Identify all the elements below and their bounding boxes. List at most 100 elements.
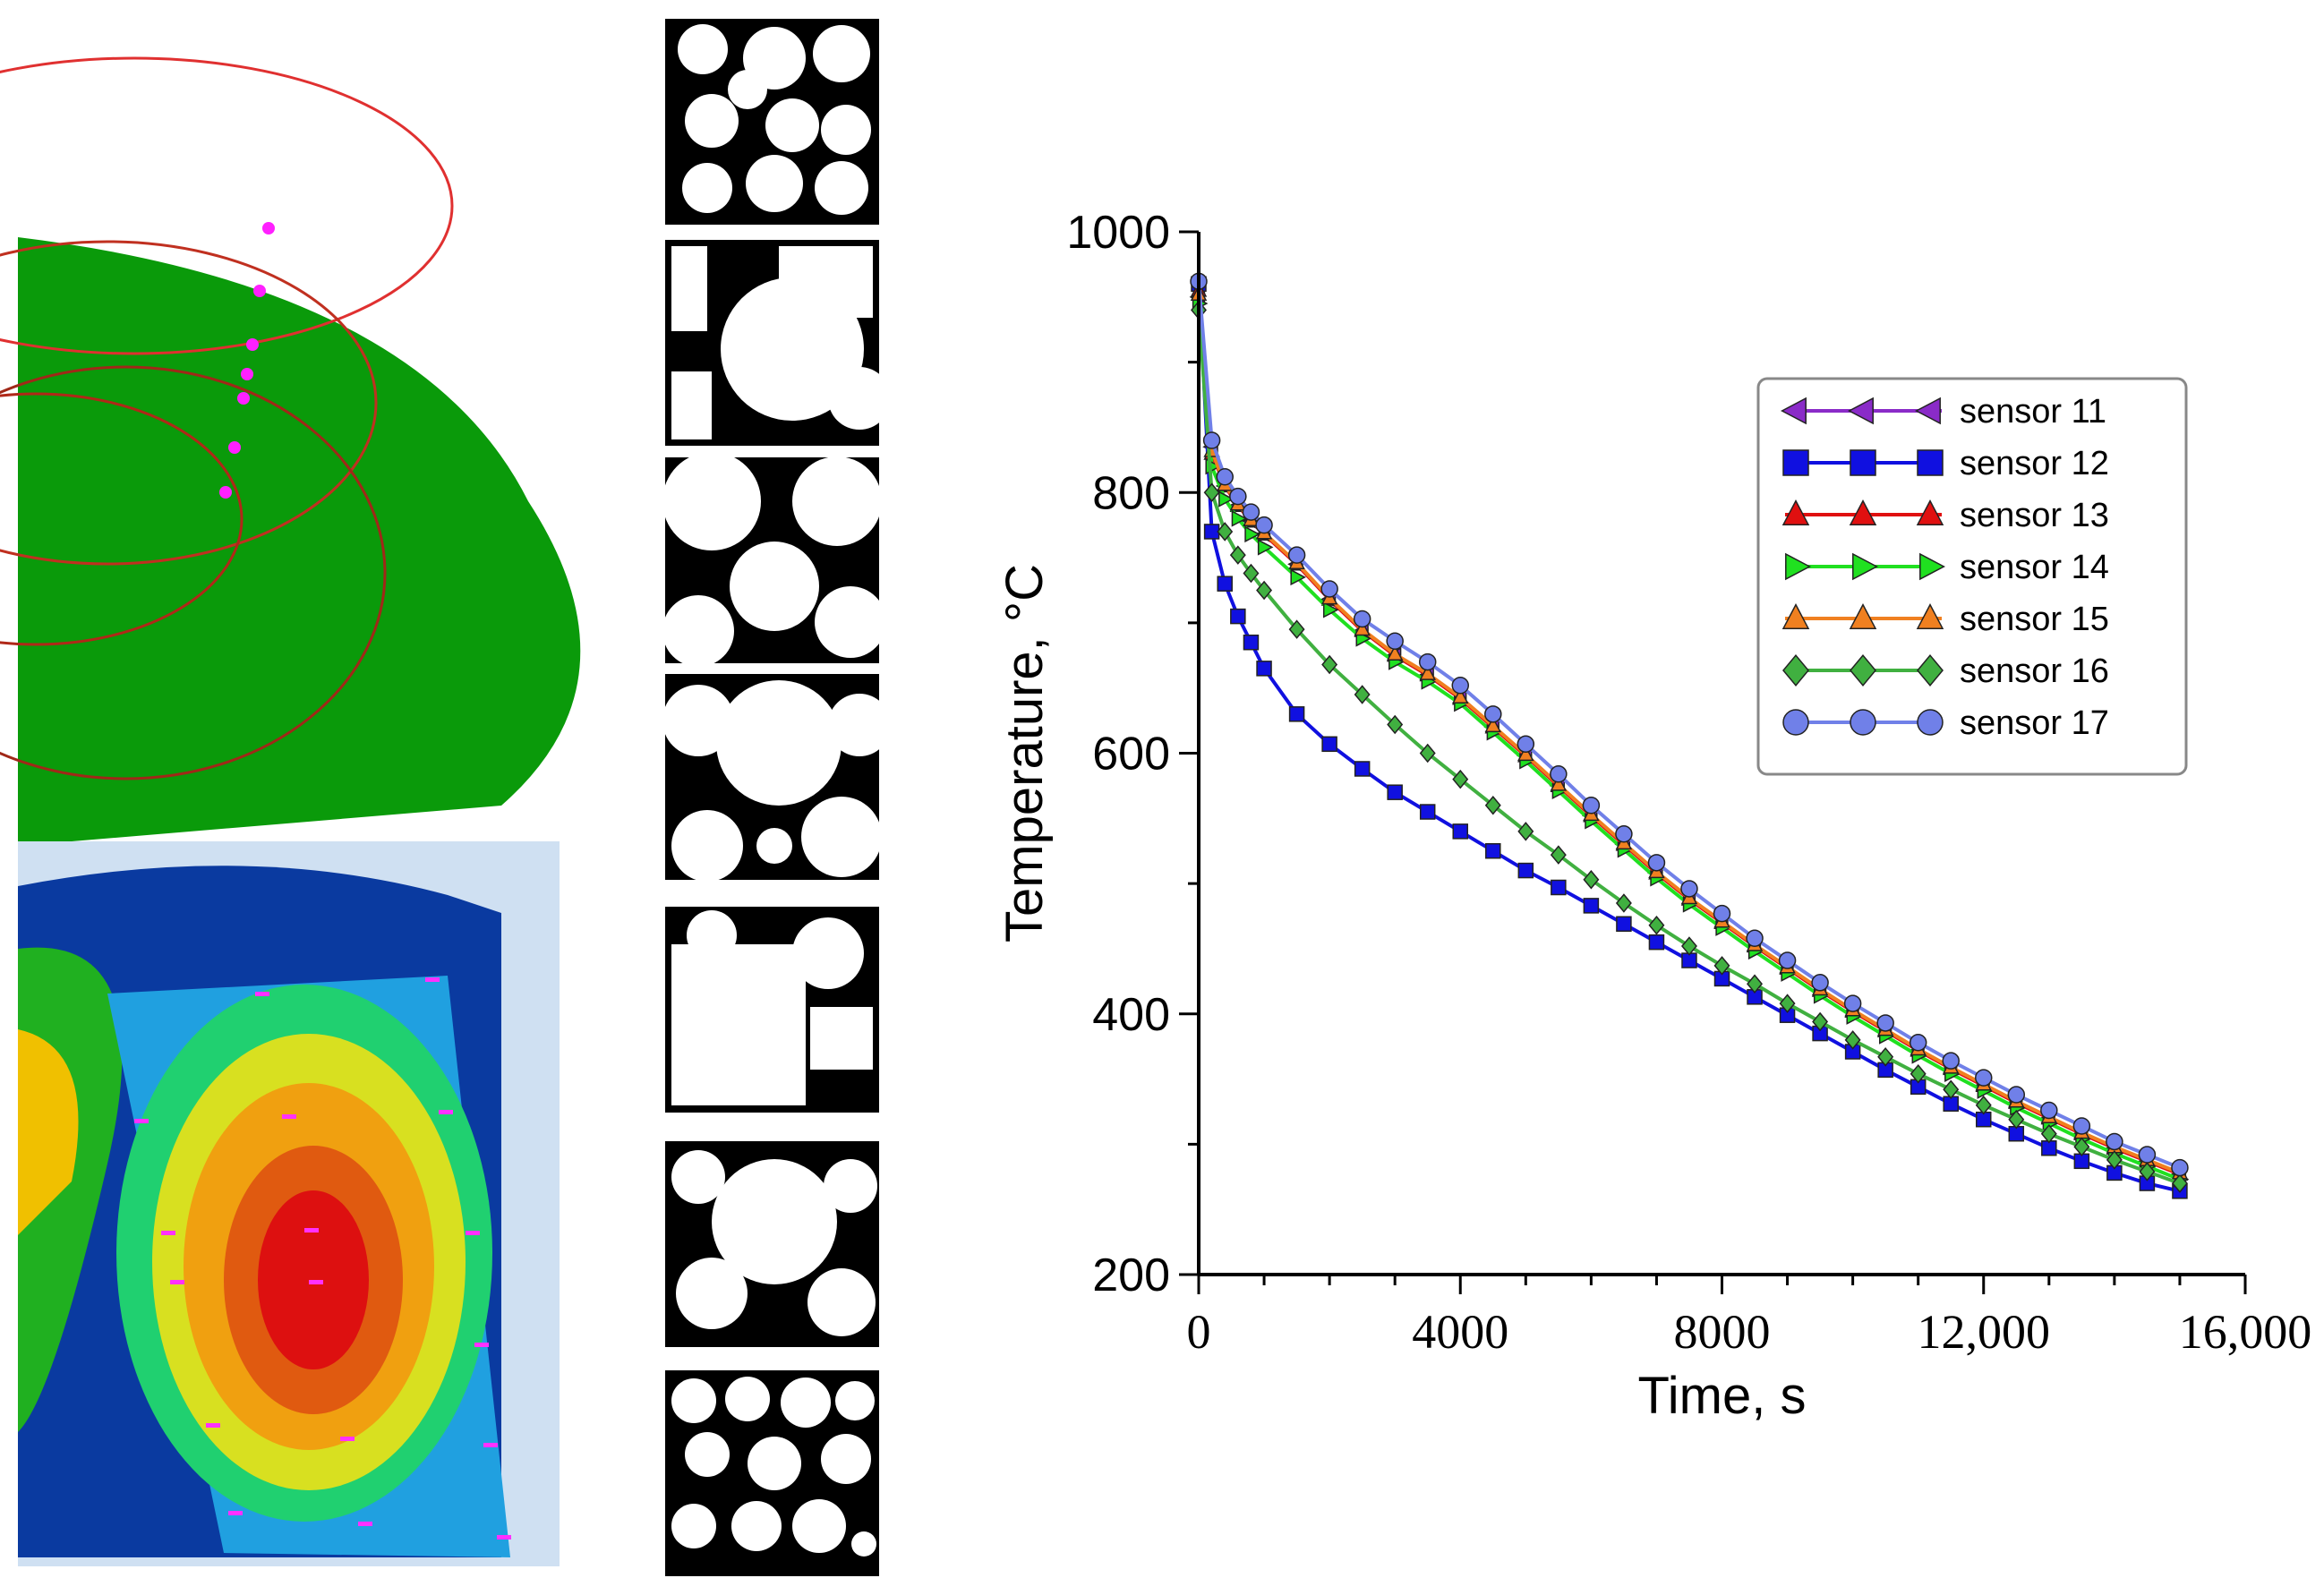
series-line <box>1197 284 2181 1193</box>
legend-label: sensor 13 <box>1960 497 2109 534</box>
data-point <box>2171 1158 2189 1177</box>
x-tick-label: 16,000 <box>2179 1305 2312 1359</box>
data-point <box>1387 714 1404 735</box>
data-point <box>1615 893 1632 913</box>
y-tick-label: 400 <box>1092 989 1170 1041</box>
data-point <box>1843 994 1862 1012</box>
data-point <box>1353 610 1371 628</box>
x-tick-label: 12,000 <box>1918 1305 2051 1359</box>
legend-marker <box>1917 709 1944 736</box>
data-point <box>1419 743 1436 763</box>
x-axis-title: Time, s <box>1638 1367 1807 1425</box>
x-tick-label: 4000 <box>1412 1305 1508 1359</box>
legend-entry: sensor 13 <box>1781 497 2109 534</box>
legend-marker <box>1916 499 1944 525</box>
micrograph-6 <box>665 1141 879 1347</box>
data-point <box>1354 619 1371 636</box>
data-point <box>1747 974 1764 994</box>
legend-label: sensor 16 <box>1960 652 2109 690</box>
legend-marker <box>1781 602 1810 629</box>
legend-entry: sensor 11 <box>1780 393 2106 431</box>
micrograph-3 <box>662 452 886 667</box>
data-point <box>1451 677 1469 695</box>
data-point <box>2040 1101 2058 1120</box>
data-point <box>1746 929 1764 948</box>
legend-marker <box>1914 397 1941 425</box>
data-point <box>1418 652 1437 671</box>
data-point <box>1844 1030 1861 1050</box>
data-point <box>1231 510 1248 527</box>
legend-marker <box>1847 397 1874 425</box>
legend-entry: sensor 16 <box>1782 652 2109 690</box>
data-point <box>1582 797 1601 815</box>
data-point <box>1680 936 1697 956</box>
data-point <box>1713 956 1730 976</box>
data-point <box>1484 705 1502 723</box>
legend-marker <box>1916 602 1944 629</box>
legend-marker <box>1919 552 1946 581</box>
legend-label: sensor 12 <box>1960 445 2109 482</box>
legend-marker <box>1849 602 1877 629</box>
data-point <box>1217 522 1234 542</box>
data-point <box>2007 1086 2026 1104</box>
data-point <box>1203 524 1220 540</box>
data-point <box>2008 1109 2025 1130</box>
data-point <box>1354 761 1371 777</box>
data-point <box>1256 661 1272 677</box>
data-point <box>1811 974 1829 992</box>
data-point <box>1583 898 1600 914</box>
series-sensor-16 <box>1191 300 2188 1193</box>
legend-label: sensor 11 <box>1960 393 2106 431</box>
data-point <box>1779 994 1796 1013</box>
data-point <box>1909 1034 1927 1052</box>
legend-marker <box>1852 552 1879 581</box>
data-point <box>1290 568 1307 586</box>
series-line <box>1197 294 2181 1175</box>
data-point <box>1812 1011 1829 1032</box>
data-point <box>1713 904 1731 923</box>
data-point <box>1551 879 1567 896</box>
data-point <box>2106 1150 2123 1170</box>
data-point <box>1217 576 1233 592</box>
data-point <box>1942 1052 1960 1070</box>
data-point <box>2106 1132 2123 1151</box>
legend-entry: sensor 15 <box>1781 601 2109 638</box>
legend-entry: sensor 14 <box>1785 549 2109 586</box>
data-point <box>1243 634 1260 651</box>
data-point <box>1452 687 1469 704</box>
data-point <box>1877 1047 1894 1067</box>
series-line <box>1197 303 2181 1181</box>
data-point <box>1320 580 1338 598</box>
data-point <box>1218 490 1235 508</box>
data-point <box>1321 654 1338 675</box>
data-point <box>2073 1137 2090 1157</box>
data-point <box>1244 525 1260 543</box>
series-line <box>1197 310 2181 1185</box>
data-point <box>1648 934 1665 951</box>
data-point <box>1287 546 1306 564</box>
data-point <box>1229 487 1247 506</box>
legend-marker <box>1850 709 1876 736</box>
sensor-points <box>219 222 275 499</box>
data-point <box>1452 823 1468 840</box>
data-point <box>2040 1123 2057 1144</box>
y-tick-label: 200 <box>1092 1250 1170 1301</box>
data-point <box>1550 775 1568 791</box>
data-point <box>1484 716 1502 733</box>
legend-marker <box>1850 449 1876 476</box>
legend-marker <box>1917 654 1944 687</box>
data-point <box>1648 915 1665 935</box>
series-layer <box>1189 272 2190 1199</box>
legend-label: sensor 15 <box>1960 601 2109 638</box>
data-point <box>1242 503 1260 521</box>
sensor-layout-render <box>0 27 627 976</box>
microstructure-column <box>662 19 886 1576</box>
x-tick-label: 0 <box>1187 1305 1211 1359</box>
data-point <box>1550 845 1567 865</box>
data-point <box>1615 825 1633 843</box>
simulation-renders <box>0 27 627 1566</box>
data-point <box>1943 1079 1960 1099</box>
legend-marker <box>1917 449 1944 476</box>
data-point <box>1419 664 1436 680</box>
data-point <box>2171 1173 2188 1193</box>
